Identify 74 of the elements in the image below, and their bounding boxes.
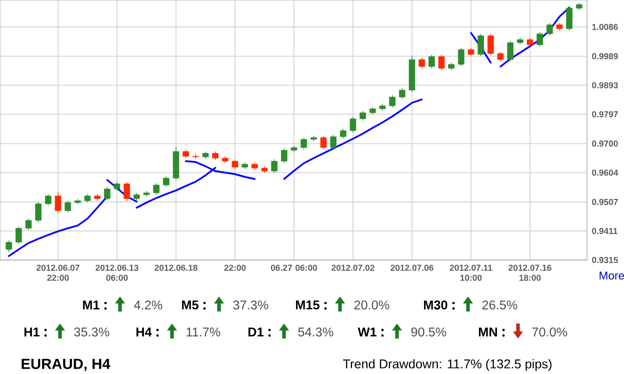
text: Trend Drawdown: 11.7% (132.5 pips) — [343, 359, 552, 371]
candlestick — [418, 57, 425, 69]
x-tick-label: 2012.07.06 — [390, 264, 434, 271]
x-tick-label: 06.27 06:00 — [270, 264, 317, 271]
y-tick-label: 0.9411 — [592, 228, 618, 234]
x-tick-label: 2012.06.13 06:00 — [96, 264, 138, 281]
category-label: M30 — [424, 300, 448, 310]
candlestick — [25, 218, 32, 230]
x-tick-label: 2012.07.16 18:00 — [508, 264, 552, 281]
candlestick — [300, 137, 307, 150]
candlestick — [232, 158, 238, 170]
category-label: W1 — [358, 328, 376, 336]
category-label: M1 — [83, 300, 100, 310]
text: 54.3% — [298, 328, 334, 336]
text: 70.0% — [532, 328, 568, 336]
category-label: M15 — [296, 300, 320, 310]
y-tick-label: 0.9604 — [592, 170, 618, 176]
candlestick — [54, 192, 62, 214]
y-tick-label: 0.9893 — [592, 82, 618, 88]
y-tick-label: 0.9797 — [592, 111, 618, 118]
category-label: M5 — [182, 300, 198, 310]
text: 20.0% — [354, 300, 390, 310]
line-series — [106, 179, 138, 203]
y-tick-label: 0.9989 — [592, 53, 618, 60]
candlestick — [124, 182, 130, 202]
text: 35.3% — [74, 328, 110, 336]
category-label: H1 — [24, 328, 40, 336]
candlestick — [281, 148, 288, 164]
candlestick — [360, 110, 366, 121]
candlestick — [546, 22, 553, 36]
candlestick — [6, 240, 12, 253]
candlestick — [35, 202, 42, 223]
candlestick — [271, 158, 278, 174]
candlestick — [64, 200, 72, 213]
category-label: D1 — [248, 328, 264, 336]
candlestick — [153, 182, 160, 196]
x-tick-label: 22:00 — [224, 264, 246, 271]
candlestick — [16, 226, 22, 244]
candlestick — [163, 176, 170, 188]
candlestick — [566, 6, 572, 31]
candlestick — [487, 34, 494, 56]
candlestick — [340, 128, 346, 139]
text: 26.5% — [482, 300, 518, 310]
candlestick — [350, 116, 356, 133]
text: 4.2% — [134, 300, 162, 310]
candlestick — [507, 40, 514, 62]
line-series — [500, 6, 570, 68]
candlestick — [478, 34, 484, 57]
y-tick-label: 0.9507 — [592, 198, 618, 206]
candlestick — [497, 51, 504, 62]
candlestick — [399, 88, 406, 100]
candlestick — [536, 32, 543, 47]
candlestick — [389, 94, 396, 108]
candlestick — [320, 135, 327, 150]
candlestick — [330, 134, 336, 150]
y-tick-label: 1.0086 — [592, 24, 618, 30]
text: More — [600, 272, 624, 280]
text: EURAUD, H4 — [22, 358, 110, 372]
candlestick — [438, 54, 445, 70]
x-tick-label: 2012.07.11 10:00 — [450, 264, 492, 281]
text: 90.5% — [411, 328, 446, 336]
y-tick-label: 0.9700 — [592, 140, 618, 147]
candlestick — [428, 54, 435, 69]
text: 11.7% — [186, 328, 220, 336]
text: 37.3% — [233, 300, 268, 310]
candlestick — [458, 47, 464, 67]
y-tick-label: 0.9315 — [592, 256, 618, 264]
x-tick-label: 2012.06.07 22:00 — [36, 264, 80, 281]
x-tick-label: 2012.07.02 — [332, 264, 374, 271]
candlestick — [104, 186, 110, 201]
category-label: MN — [478, 328, 497, 336]
candlestick — [45, 194, 52, 206]
category-label: H4 — [136, 328, 152, 336]
x-tick-label: 2012.06.18 — [154, 264, 198, 271]
